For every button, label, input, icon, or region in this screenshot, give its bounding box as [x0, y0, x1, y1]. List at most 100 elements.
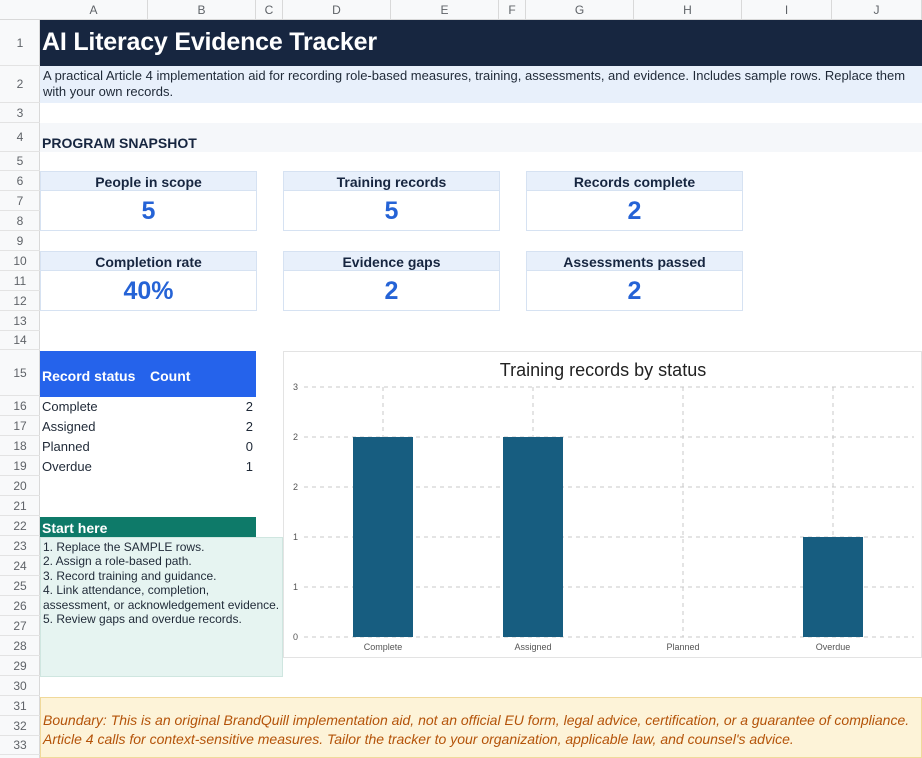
status-table-row[interactable]: Planned 0	[40, 437, 256, 457]
kpi-value: 2	[526, 271, 743, 311]
row-header-1[interactable]: 1	[0, 20, 40, 66]
kpi-value: 5	[40, 191, 257, 231]
kpi-evidence-gaps[interactable]: Evidence gaps 2	[283, 251, 500, 311]
row-header-7[interactable]: 7	[0, 191, 40, 211]
status-column-header: Record status	[42, 368, 136, 384]
row-header-16[interactable]: 16	[0, 396, 40, 416]
status-name: Complete	[42, 399, 98, 414]
column-header-j[interactable]: J	[832, 0, 922, 20]
status-bar-chart[interactable]: Training records by status 0 1 1 2 2 3 Complet…	[283, 351, 922, 658]
y-tick-label: 0	[293, 632, 298, 642]
kpi-completion-rate[interactable]: Completion rate 40%	[40, 251, 257, 311]
column-header-b[interactable]: B	[148, 0, 256, 20]
row-header-5[interactable]: 5	[0, 152, 40, 171]
column-header-c[interactable]: C	[256, 0, 283, 20]
row-header-12[interactable]: 12	[0, 291, 40, 311]
row-header-29[interactable]: 29	[0, 656, 40, 676]
row-header-18[interactable]: 18	[0, 436, 40, 456]
kpi-people-in-scope[interactable]: People in scope 5	[40, 171, 257, 231]
row-header-22[interactable]: 22	[0, 516, 40, 536]
status-name: Overdue	[42, 459, 92, 474]
column-header-h[interactable]: H	[634, 0, 742, 20]
start-here-header[interactable]: Start here	[40, 517, 256, 537]
title-banner: AI Literacy Evidence Tracker	[40, 20, 922, 66]
kpi-training-records[interactable]: Training records 5	[283, 171, 500, 231]
status-table-row[interactable]: Assigned 2	[40, 417, 256, 437]
row-header-33[interactable]: 33	[0, 736, 40, 755]
start-here-notes[interactable]: 1. Replace the SAMPLE rows. 2. Assign a …	[40, 537, 283, 677]
column-header-a[interactable]: A	[40, 0, 148, 20]
row-header-15[interactable]: 15	[0, 350, 40, 396]
status-table-row[interactable]: Overdue 1	[40, 457, 256, 477]
column-header-d[interactable]: D	[283, 0, 391, 20]
row-header-14[interactable]: 14	[0, 331, 40, 350]
x-tick-label: Planned	[666, 642, 699, 652]
row-header-31[interactable]: 31	[0, 696, 40, 716]
x-tick-label: Overdue	[816, 642, 851, 652]
row-header-32[interactable]: 32	[0, 716, 40, 736]
column-header-g[interactable]: G	[526, 0, 634, 20]
x-tick-label: Complete	[364, 642, 403, 652]
row-header-3[interactable]: 3	[0, 103, 40, 123]
row-header-20[interactable]: 20	[0, 476, 40, 496]
row-header-11[interactable]: 11	[0, 271, 40, 291]
row-header-bar: 1 2 3 4 5 6 7 8 9 10 11 12 13 14 15 16 17 18 19 20 21 22 23 24 2…	[0, 20, 40, 758]
snapshot-section-header: PROGRAM SNAPSHOT	[40, 123, 922, 152]
column-header-e[interactable]: E	[391, 0, 499, 20]
kpi-records-complete[interactable]: Records complete 2	[526, 171, 743, 231]
count-column-header: Count	[150, 368, 191, 384]
column-header-f[interactable]: F	[499, 0, 526, 20]
row-header-13[interactable]: 13	[0, 311, 40, 331]
row-header-2[interactable]: 2	[0, 66, 40, 103]
kpi-label: Records complete	[526, 171, 743, 191]
start-here-item: 2. Assign a role-based path.	[43, 554, 192, 568]
bar-assigned[interactable]	[503, 437, 563, 637]
row-header-21[interactable]: 21	[0, 496, 40, 516]
row-header-4[interactable]: 4	[0, 123, 40, 152]
chart-canvas: Training records by status 0 1 1 2 2 3 Complet…	[293, 360, 914, 652]
row-header-30[interactable]: 30	[0, 676, 40, 696]
kpi-value: 2	[526, 191, 743, 231]
row-header-24[interactable]: 24	[0, 556, 40, 576]
start-here-item: 3. Record training and guidance.	[43, 569, 217, 583]
row-header-19[interactable]: 19	[0, 456, 40, 476]
kpi-value: 5	[283, 191, 500, 231]
row-header-17[interactable]: 17	[0, 416, 40, 436]
x-tick-label: Assigned	[514, 642, 551, 652]
row-header-6[interactable]: 6	[0, 171, 40, 191]
row-header-28[interactable]: 28	[0, 636, 40, 656]
y-tick-label: 2	[293, 482, 298, 492]
start-here-item: 5. Review gaps and overdue records.	[43, 612, 242, 626]
page-subtitle: A practical Article 4 implementation aid…	[40, 66, 922, 103]
bar-overdue[interactable]	[803, 537, 863, 637]
y-tick-label: 2	[293, 432, 298, 442]
kpi-label: Assessments passed	[526, 251, 743, 271]
row-header-27[interactable]: 27	[0, 616, 40, 636]
page-title: AI Literacy Evidence Tracker	[42, 28, 377, 56]
status-count: 2	[245, 399, 253, 414]
column-header-i[interactable]: I	[742, 0, 832, 20]
row-header-9[interactable]: 9	[0, 231, 40, 251]
status-name: Planned	[42, 439, 90, 454]
row-header-26[interactable]: 26	[0, 596, 40, 616]
start-here-item: assessment, or acknowledgement evidence.	[43, 598, 280, 612]
status-table-row[interactable]: Complete 2	[40, 397, 256, 417]
kpi-value: 40%	[40, 271, 257, 311]
kpi-assessments-passed[interactable]: Assessments passed 2	[526, 251, 743, 311]
status-count: 0	[245, 439, 253, 454]
row-header-23[interactable]: 23	[0, 536, 40, 556]
y-tick-label: 3	[293, 382, 298, 392]
kpi-value: 2	[283, 271, 500, 311]
kpi-label: Completion rate	[40, 251, 257, 271]
chart-title: Training records by status	[500, 360, 706, 380]
status-count: 2	[245, 419, 253, 434]
y-tick-label: 1	[293, 532, 298, 542]
kpi-label: Evidence gaps	[283, 251, 500, 271]
status-table-header[interactable]: Record status Count	[40, 351, 256, 397]
row-header-8[interactable]: 8	[0, 211, 40, 231]
row-header-25[interactable]: 25	[0, 576, 40, 596]
bar-complete[interactable]	[353, 437, 413, 637]
row-header-10[interactable]: 10	[0, 251, 40, 271]
start-here-item: 1. Replace the SAMPLE rows.	[43, 540, 205, 554]
